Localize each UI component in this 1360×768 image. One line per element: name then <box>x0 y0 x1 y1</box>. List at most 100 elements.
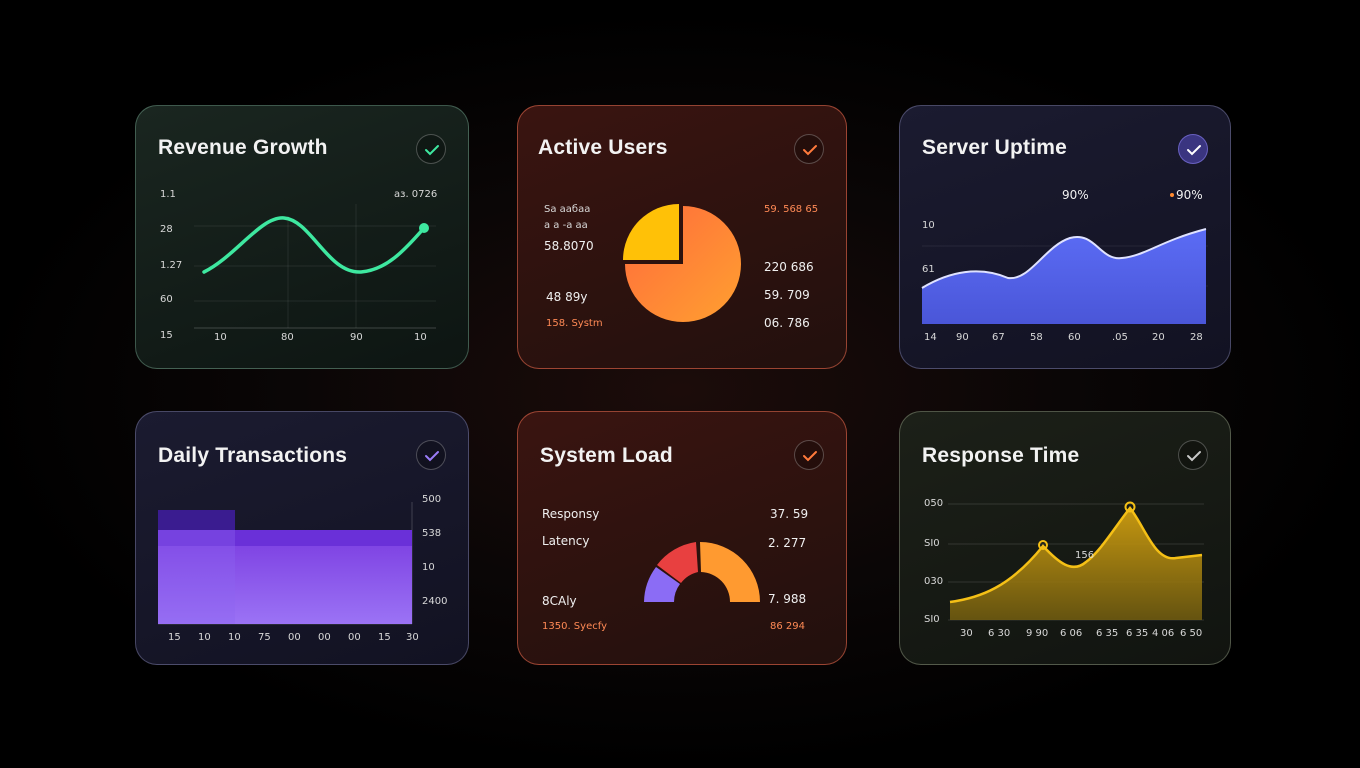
card-title: Active Users <box>538 136 668 159</box>
check-icon <box>803 145 817 156</box>
x-axis-label: 90 <box>956 332 969 343</box>
x-axis-label: 6 06 <box>1060 628 1083 639</box>
uptime-area <box>922 229 1206 324</box>
revenue-growth-card: Revenue Growth аз. 0726 1.1 28 1.27 60 1… <box>135 105 469 369</box>
x-axis-label: 9 90 <box>1026 628 1049 639</box>
check-button[interactable] <box>1178 134 1208 164</box>
x-axis-label: 58 <box>1030 332 1043 343</box>
y-axis-label: 60 <box>160 294 173 305</box>
response-area <box>950 508 1202 620</box>
uptime-percent: 90% <box>1176 188 1203 202</box>
metric-value: 2. 277 <box>768 536 807 550</box>
server-uptime-card: Server Uptime 90% 90% 10 61 14 90 67 58 … <box>899 105 1231 369</box>
y-axis-label: 030 <box>924 576 944 587</box>
x-axis-label: 30 <box>960 628 973 639</box>
x-axis-label: 30 <box>406 632 419 643</box>
metric-value: 7. 988 <box>768 592 807 606</box>
y-axis-label: 538 <box>422 528 442 539</box>
uptime-area-chart <box>921 228 1208 324</box>
y-axis-label: 10 <box>922 220 935 231</box>
x-axis-label: 4 06 <box>1152 628 1175 639</box>
pie-slice-large <box>625 206 741 322</box>
y-axis-label: 28 <box>160 224 173 235</box>
system-load-card: System Load Responsy Latency 8CAly 1350.… <box>517 411 847 665</box>
y-axis-label: 1.27 <box>160 260 183 271</box>
check-button[interactable] <box>794 440 824 470</box>
x-axis-label: .05 <box>1112 332 1128 343</box>
revenue-end-point <box>419 223 429 233</box>
status-dot <box>1170 193 1174 197</box>
check-icon <box>1187 451 1201 462</box>
y-axis-label: 1.1 <box>160 189 176 200</box>
y-axis-label: SI0 <box>924 538 940 549</box>
metric-label: Latency <box>542 534 590 548</box>
uptime-percent: 90% <box>1062 188 1089 202</box>
x-axis-label: 6 50 <box>1180 628 1203 639</box>
users-pie-chart <box>623 204 741 322</box>
response-peak-point <box>1124 501 1136 513</box>
card-title: Response Time <box>922 444 1080 467</box>
card-title: Revenue Growth <box>158 136 328 159</box>
y-axis-label: 500 <box>422 494 442 505</box>
response-time-card: Response Time 050 SI0 030 SI0 156 30 6 3… <box>899 411 1231 665</box>
gauge-segment-orange <box>700 542 760 602</box>
x-axis-label: 00 <box>318 632 331 643</box>
response-line <box>949 505 1203 604</box>
stat-value: 59. 709 <box>764 288 810 302</box>
x-axis-label: 10 <box>228 632 241 643</box>
stat-label: Sа аабаа <box>544 204 591 215</box>
check-icon <box>425 145 439 156</box>
transactions-bar-chart <box>158 502 413 625</box>
stat-label: а а -а аа <box>544 220 588 231</box>
uptime-line <box>921 228 1207 289</box>
peak-label: 156 <box>1075 550 1095 561</box>
transactions-bar-segment <box>158 530 235 624</box>
revenue-line <box>202 216 426 274</box>
x-axis-label: 28 <box>1190 332 1203 343</box>
y-axis-label: 2400 <box>422 596 448 607</box>
check-icon <box>803 451 817 462</box>
y-axis-label: 15 <box>160 330 173 341</box>
metric-label: 1350. Syecfy <box>542 621 607 632</box>
x-axis-label: 00 <box>288 632 301 643</box>
x-axis-label: 90 <box>350 332 363 343</box>
stat-label: 48 89y <box>546 290 588 304</box>
stat-value: 59. 568 65 <box>764 204 819 215</box>
response-peak-point <box>1038 540 1048 550</box>
check-button[interactable] <box>416 440 446 470</box>
check-button[interactable] <box>794 134 824 164</box>
y-axis-label: 10 <box>422 562 435 573</box>
stat-label: 158. Systm <box>546 318 603 329</box>
x-axis-label: 80 <box>281 332 294 343</box>
card-title: Daily Transactions <box>158 444 348 467</box>
x-axis-label: 20 <box>1152 332 1165 343</box>
load-gauge-chart <box>644 542 760 602</box>
daily-transactions-card: Daily Transactions 500 538 10 2400 15 10… <box>135 411 469 665</box>
card-title: Server Uptime <box>922 136 1067 159</box>
metric-label: Responsy <box>542 507 600 521</box>
card-title: System Load <box>540 444 673 467</box>
check-button[interactable] <box>416 134 446 164</box>
x-axis-label: 60 <box>1068 332 1081 343</box>
y-axis-label: 61 <box>922 264 935 275</box>
x-axis-label: 6 35 <box>1126 628 1149 639</box>
stat-value: 220 686 <box>764 260 814 274</box>
transactions-bar-highlight <box>158 530 412 546</box>
x-axis-label: 10 <box>198 632 211 643</box>
x-axis-label: 00 <box>348 632 361 643</box>
check-button[interactable] <box>1178 440 1208 470</box>
metric-value: 86 294 <box>770 621 805 632</box>
active-users-card: Active Users Sа аабаа а а -а аа 58.8070 … <box>517 105 847 369</box>
x-axis-label: 15 <box>168 632 181 643</box>
check-icon <box>425 451 439 462</box>
x-axis-label: 10 <box>214 332 227 343</box>
x-axis-label: 67 <box>992 332 1005 343</box>
x-axis-label: 10 <box>414 332 427 343</box>
revenue-value: аз. 0726 <box>394 189 438 200</box>
gauge-segment-purple <box>644 567 680 602</box>
check-icon <box>1187 145 1201 156</box>
y-axis-label: 050 <box>924 498 944 509</box>
x-axis-label: 6 30 <box>988 628 1011 639</box>
x-axis-label: 6 35 <box>1096 628 1119 639</box>
stat-label: 58.8070 <box>544 239 594 253</box>
